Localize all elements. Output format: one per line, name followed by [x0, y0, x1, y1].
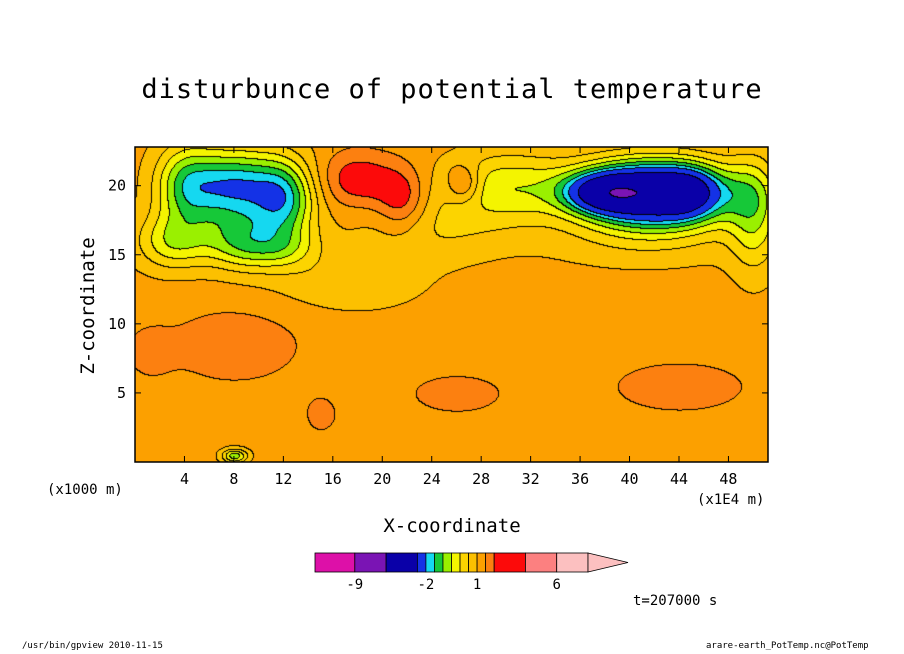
time-label: t=207000 s: [633, 593, 718, 609]
x-tick-label: 20: [373, 470, 391, 488]
chart-title: disturbunce of potential temperature: [141, 74, 763, 105]
x-tick-label: 16: [324, 470, 342, 488]
colorbar-swatch: [354, 552, 387, 573]
colorbar-label: 1: [473, 577, 481, 593]
x-tick-label: 32: [522, 470, 540, 488]
x-tick-label: 8: [229, 470, 238, 488]
colorbar-swatch: [468, 552, 478, 573]
x-tick-label: 4: [180, 470, 189, 488]
colorbar-label: -2: [417, 577, 434, 593]
colorbar-swatch: [556, 552, 589, 573]
colorbar-extend-arrow: [587, 552, 629, 573]
y-unit-label: (x1E4 m): [697, 492, 765, 508]
colorbar: -9 -2 1 6: [314, 552, 629, 593]
colorbar-swatch: [493, 552, 526, 573]
colorbar-swatch: [451, 552, 461, 573]
colorbar-swatch: [385, 552, 418, 573]
y-ticks: 5 10 15 20: [108, 177, 768, 402]
y-tick-label: 20: [108, 177, 126, 195]
colorbar-swatch: [314, 552, 356, 573]
colorbar-swatch: [425, 552, 435, 573]
colorbar-swatch: [442, 552, 452, 573]
footer-right: arare-earth_PotTemp.nc@PotTemp: [706, 641, 869, 651]
plot-area: [135, 147, 768, 462]
x-tick-label: 12: [274, 470, 292, 488]
x-tick-label: 48: [719, 470, 737, 488]
x-tick-label: 28: [472, 470, 490, 488]
contour-field: [135, 147, 768, 462]
colorbar-swatch: [459, 552, 469, 573]
y-tick-label: 10: [108, 315, 126, 333]
x-unit-label: (x1000 m): [47, 482, 123, 498]
y-tick-label: 5: [117, 384, 126, 402]
colorbar-swatch: [476, 552, 487, 573]
footer-left: /usr/bin/gpview 2010-11-15: [22, 641, 163, 651]
x-axis-label: X-coordinate: [383, 515, 521, 537]
plot-frame: [134, 146, 769, 463]
colorbar-swatch: [485, 552, 495, 573]
x-tick-label: 44: [670, 470, 688, 488]
colorbar-swatch: [434, 552, 444, 573]
x-tick-label: 24: [423, 470, 441, 488]
y-tick-label: 15: [108, 246, 126, 264]
colorbar-label: 6: [553, 577, 561, 593]
x-ticks: 4 8 12 16 20 24 28 32 36 40 44 48: [180, 147, 737, 488]
colorbar-swatch: [525, 552, 558, 573]
colorbar-label: -9: [346, 577, 363, 593]
colorbar-swatch: [416, 552, 427, 573]
x-tick-label: 36: [571, 470, 589, 488]
x-tick-label: 40: [621, 470, 639, 488]
